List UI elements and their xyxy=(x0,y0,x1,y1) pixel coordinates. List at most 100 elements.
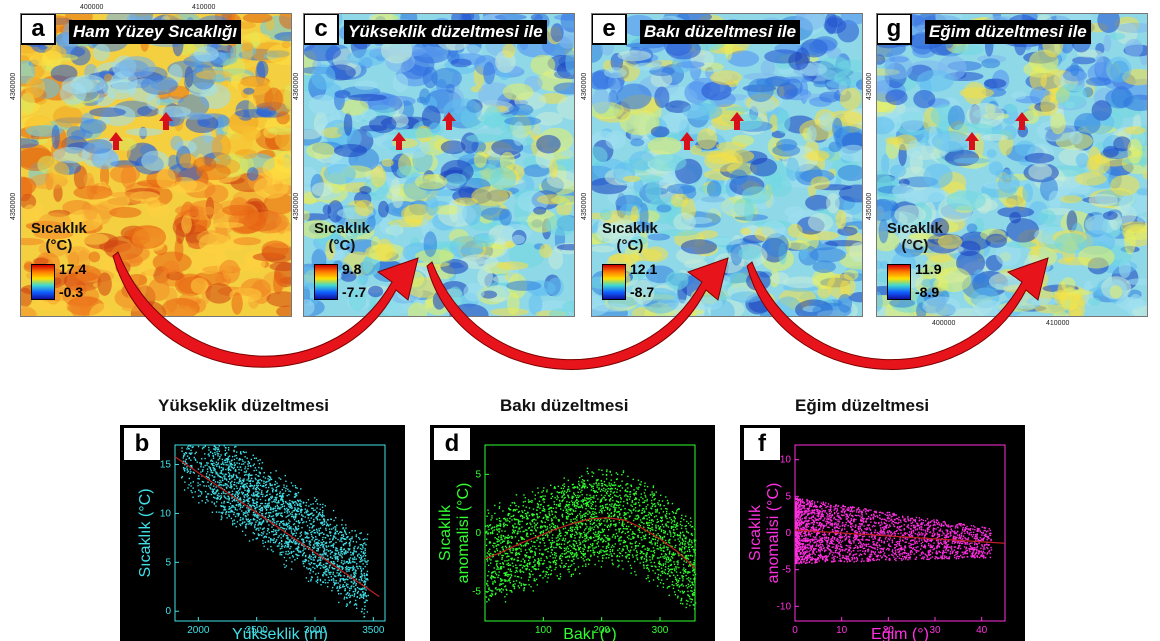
data-point xyxy=(686,520,688,523)
data-point xyxy=(362,538,365,541)
data-point xyxy=(223,506,225,509)
data-point xyxy=(362,555,365,557)
data-point xyxy=(608,557,610,559)
data-point xyxy=(335,554,337,556)
data-point xyxy=(580,517,582,519)
data-point xyxy=(352,583,355,585)
data-point xyxy=(535,519,537,521)
data-point xyxy=(288,539,291,541)
data-point xyxy=(363,553,366,555)
data-point xyxy=(550,569,553,572)
data-point xyxy=(691,598,694,601)
data-point xyxy=(270,484,272,487)
data-point xyxy=(504,536,506,538)
data-point xyxy=(188,477,191,480)
legend-unit: (°C) xyxy=(45,237,73,254)
data-point xyxy=(277,502,279,504)
data-point xyxy=(512,549,514,552)
data-point xyxy=(539,538,541,540)
data-point xyxy=(609,500,611,502)
data-point xyxy=(584,485,587,487)
data-point xyxy=(360,577,363,579)
data-point xyxy=(313,559,315,561)
data-point xyxy=(252,538,254,541)
data-point xyxy=(598,488,600,490)
data-point xyxy=(559,564,561,567)
data-point xyxy=(284,474,287,477)
data-point xyxy=(682,578,684,580)
data-point xyxy=(659,504,661,507)
data-point xyxy=(487,584,489,587)
data-point xyxy=(614,537,616,539)
data-point xyxy=(586,501,588,504)
data-point xyxy=(648,524,651,527)
data-point xyxy=(578,532,580,534)
data-point xyxy=(585,534,587,537)
data-point xyxy=(597,538,599,540)
data-point xyxy=(329,534,332,537)
data-point xyxy=(685,537,687,540)
data-point xyxy=(694,577,696,579)
data-point xyxy=(294,513,297,515)
data-point xyxy=(267,541,269,543)
data-point xyxy=(592,490,595,492)
data-point xyxy=(355,607,358,610)
data-point xyxy=(627,512,629,514)
data-point xyxy=(566,555,569,558)
data-point xyxy=(345,605,348,608)
data-point xyxy=(359,561,361,563)
data-point xyxy=(502,510,504,512)
data-point xyxy=(331,579,333,581)
data-point xyxy=(550,545,553,548)
data-point xyxy=(582,500,585,502)
data-point xyxy=(579,572,581,575)
data-point xyxy=(494,512,496,515)
data-point xyxy=(287,550,290,553)
data-point xyxy=(522,558,524,560)
data-point xyxy=(310,503,312,506)
data-point xyxy=(512,530,515,532)
data-point xyxy=(533,522,536,524)
data-point xyxy=(628,498,631,500)
data-point xyxy=(297,499,299,502)
data-point xyxy=(332,577,335,580)
data-point xyxy=(606,525,608,528)
data-point xyxy=(527,579,530,581)
data-point xyxy=(670,527,673,529)
data-point xyxy=(633,503,635,505)
data-point xyxy=(272,515,274,517)
data-point xyxy=(518,510,520,513)
data-point xyxy=(600,499,602,501)
data-point xyxy=(645,553,648,556)
data-point xyxy=(242,460,244,463)
data-point xyxy=(681,542,683,544)
data-point xyxy=(343,552,345,554)
data-point xyxy=(282,523,284,525)
data-point xyxy=(609,508,611,510)
data-point xyxy=(555,507,557,509)
data-point xyxy=(267,478,269,480)
data-point xyxy=(241,530,244,532)
data-point xyxy=(630,485,633,488)
data-point xyxy=(296,510,299,513)
data-point xyxy=(242,514,245,516)
data-point xyxy=(353,580,355,582)
data-point xyxy=(320,532,322,535)
data-point xyxy=(362,587,364,589)
data-point xyxy=(320,559,322,562)
data-point xyxy=(528,569,531,571)
data-point xyxy=(685,561,688,563)
data-point xyxy=(281,540,283,543)
data-point xyxy=(267,486,270,489)
data-point xyxy=(234,515,237,518)
data-point xyxy=(218,475,221,478)
data-point xyxy=(253,499,255,502)
y-tick-label: 0 xyxy=(475,528,481,539)
data-point xyxy=(198,475,200,477)
data-point xyxy=(275,523,278,525)
data-point xyxy=(256,506,258,508)
data-point xyxy=(694,549,697,551)
data-point xyxy=(511,558,513,561)
data-point xyxy=(680,549,683,551)
data-point xyxy=(663,526,665,528)
